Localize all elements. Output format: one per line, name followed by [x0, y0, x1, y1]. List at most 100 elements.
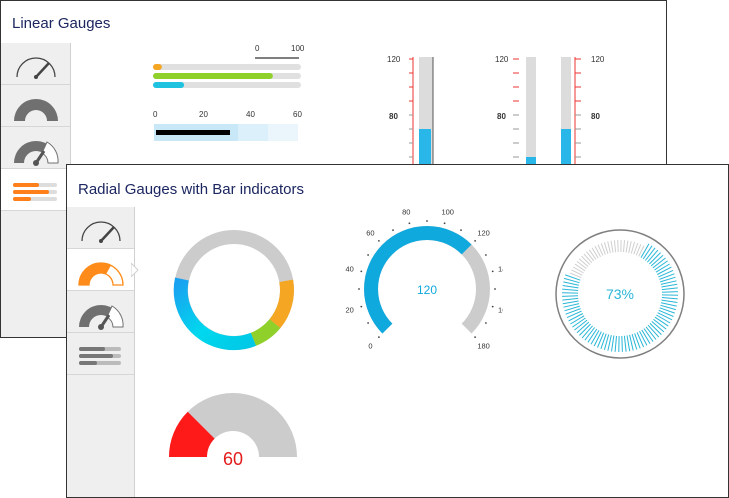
percent-tick — [562, 295, 579, 297]
bar-track-2 — [153, 82, 301, 88]
percent-tick — [597, 244, 604, 256]
thermo2-left-label-120: 120 — [495, 55, 509, 64]
arc-tick — [392, 229, 394, 231]
percent-tick — [656, 266, 672, 275]
percent-tick — [640, 243, 650, 258]
percent-tick — [574, 319, 588, 331]
percent-tick — [647, 324, 660, 338]
thermometer-gauge-2: 120 80 120 80 — [495, 55, 605, 169]
percent-tick — [654, 260, 668, 271]
arc-tick — [378, 336, 380, 338]
arc-tick — [474, 240, 476, 242]
tick-label-20: 20 — [199, 110, 208, 119]
thermo1-label-80: 80 — [389, 112, 398, 121]
percent-tick — [645, 326, 657, 340]
percent-tick — [563, 281, 580, 286]
arc-tick — [474, 336, 476, 338]
sidebar-item-half-gauge[interactable] — [1, 85, 70, 127]
percent-tick — [656, 314, 671, 324]
percent-tick — [660, 304, 677, 311]
percent-tick — [636, 332, 645, 348]
ring-gauge — [173, 230, 294, 351]
sidebar-item-half-gauge-orange[interactable] — [67, 249, 134, 291]
sidebar-item-gauge-needle[interactable] — [67, 291, 134, 333]
percent-tick — [633, 242, 639, 255]
sidebar-item-linear-bars[interactable] — [67, 333, 134, 375]
active-item-pointer — [131, 263, 139, 277]
scale-label-max: 100 — [291, 44, 305, 53]
thermometer-gauge-1: 120 80 — [387, 55, 434, 169]
linear-sidebar — [1, 43, 71, 337]
sidebar-item-linear-bars[interactable] — [1, 169, 70, 211]
bar-fill-1 — [153, 73, 273, 79]
arc-tick-label: 120 — [477, 228, 490, 237]
percent-tick — [603, 334, 610, 351]
percent-tick — [607, 334, 612, 351]
arc-tick-label: 160 — [498, 306, 503, 315]
tick-label-40: 40 — [246, 110, 255, 119]
thermo2-right-label-80: 80 — [591, 112, 600, 121]
horizontal-bar-gauges: 0 100 — [153, 44, 305, 88]
percent-tick — [654, 316, 669, 327]
arc-tick-label: 0 — [368, 342, 372, 351]
percent-tick — [625, 240, 629, 253]
percent-tick — [652, 257, 666, 269]
percent-tick — [574, 263, 586, 272]
ring-segment-cyan — [173, 277, 257, 351]
percent-tick — [661, 283, 678, 288]
percent-tick — [649, 252, 661, 265]
percent-gauge: 73% — [555, 229, 685, 359]
arc-tick-label: 140 — [498, 264, 503, 273]
arc-tick-label: 60 — [366, 228, 374, 237]
percent-tick — [587, 328, 598, 343]
bar-fill-0 — [153, 64, 162, 70]
percent-tick — [607, 241, 611, 254]
percent-tick — [571, 269, 583, 276]
percent-tick — [600, 333, 607, 349]
percent-tick — [651, 321, 665, 333]
sidebar-item-speedometer[interactable] — [1, 43, 70, 85]
arc-tick — [378, 240, 380, 242]
percent-tick — [565, 274, 581, 281]
percent-tick — [588, 249, 597, 260]
percent-tick — [593, 331, 602, 347]
tick-label-60: 60 — [293, 110, 302, 119]
half-gauge-value: 60 — [223, 449, 243, 469]
percent-tick — [581, 325, 593, 339]
percent-tick — [563, 303, 580, 308]
speedometer-icon — [16, 57, 56, 79]
gauge-needle-icon — [79, 305, 124, 330]
sidebar-item-gauge-needle[interactable] — [1, 127, 70, 169]
speedometer-icon — [81, 221, 121, 243]
percent-tick — [623, 240, 625, 253]
range-pointer-bar — [156, 130, 230, 135]
percent-tick — [621, 335, 623, 352]
percent-tick — [626, 335, 631, 352]
bar-fill-2 — [153, 82, 185, 88]
percent-tick — [566, 310, 582, 319]
percent-tick — [576, 261, 587, 269]
percent-tick — [643, 328, 654, 342]
percent-tick — [591, 247, 599, 259]
percent-tick — [562, 285, 579, 289]
percent-tick — [638, 245, 645, 257]
arc-tick — [426, 220, 428, 222]
arc-tick — [494, 288, 496, 290]
percent-tick — [562, 297, 579, 301]
percent-tick — [647, 249, 659, 263]
arc-tick — [443, 222, 446, 225]
gauge-needle-icon — [14, 141, 59, 166]
percent-tick — [645, 247, 656, 261]
percent-tick — [610, 240, 614, 253]
percent-tick — [611, 335, 615, 352]
percent-tick — [661, 291, 678, 293]
percent-tick — [572, 266, 584, 274]
percent-tick — [583, 253, 593, 264]
bar-track-0 — [153, 64, 301, 70]
percent-tick — [600, 243, 606, 255]
percent-tick — [628, 241, 632, 254]
sidebar-item-speedometer[interactable] — [67, 207, 134, 249]
percent-tick — [658, 309, 674, 317]
arc-tick-label: 180 — [477, 342, 490, 351]
thermo2-right-label-120: 120 — [591, 55, 605, 64]
